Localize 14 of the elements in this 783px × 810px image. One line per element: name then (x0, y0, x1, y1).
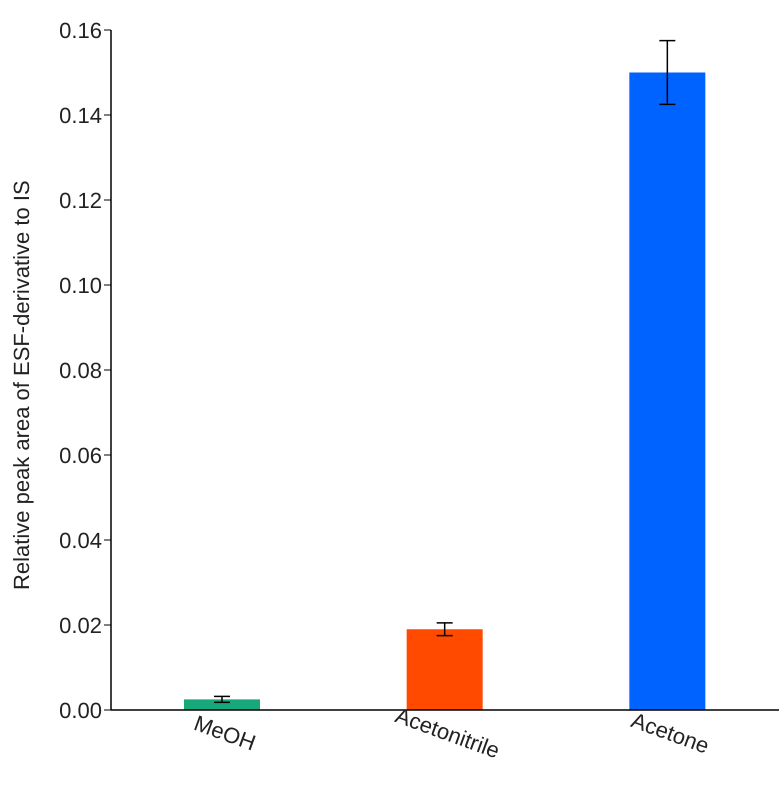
y-tick-label: 0.12 (59, 188, 102, 213)
bar (406, 629, 483, 710)
y-axis-title: Relative peak area of ESF-derivative to IS (8, 180, 34, 590)
y-tick-label: 0.06 (59, 442, 102, 468)
y-tick-label: 0.04 (59, 528, 102, 553)
y-tick-label: 0.14 (59, 102, 102, 128)
y-tick-label: 0.16 (59, 18, 102, 43)
bar (184, 699, 260, 710)
x-tick-label: MeOH (190, 710, 260, 756)
bar (629, 72, 706, 710)
y-tick-label: 0.10 (59, 272, 102, 298)
y-tick-label: 0.00 (59, 698, 102, 723)
y-tick-label: 0.08 (59, 358, 102, 383)
y-tick-label: 0.02 (59, 612, 102, 638)
